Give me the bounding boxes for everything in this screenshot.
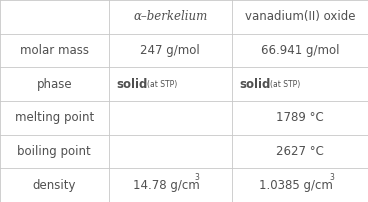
Text: 14.78 g/cm: 14.78 g/cm <box>133 179 200 192</box>
Text: α–berkelium: α–berkelium <box>133 10 207 23</box>
Text: (at STP): (at STP) <box>270 80 301 89</box>
Text: 66.941 g/mol: 66.941 g/mol <box>261 44 339 57</box>
Text: (at STP): (at STP) <box>147 80 177 89</box>
Text: 1789 °C: 1789 °C <box>276 111 324 124</box>
Text: 3: 3 <box>194 173 199 182</box>
Text: phase: phase <box>36 78 72 91</box>
Text: vanadium(II) oxide: vanadium(II) oxide <box>245 10 355 23</box>
Text: melting point: melting point <box>15 111 94 124</box>
Text: solid: solid <box>239 78 270 91</box>
Text: solid: solid <box>116 78 147 91</box>
Text: molar mass: molar mass <box>20 44 89 57</box>
Text: 3: 3 <box>329 173 334 182</box>
Text: boiling point: boiling point <box>17 145 91 158</box>
Text: 2627 °C: 2627 °C <box>276 145 324 158</box>
Text: 247 g/mol: 247 g/mol <box>140 44 200 57</box>
Text: 1.0385 g/cm: 1.0385 g/cm <box>259 179 333 192</box>
Text: density: density <box>32 179 76 192</box>
